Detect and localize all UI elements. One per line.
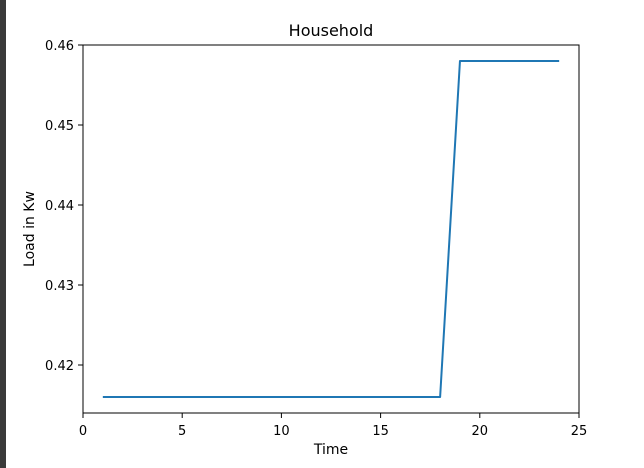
chart-title: Household — [289, 21, 374, 40]
x-tick-label: 20 — [472, 424, 489, 439]
y-tick-label: 0.42 — [45, 359, 74, 374]
x-tick-label: 15 — [372, 424, 389, 439]
x-tick-label: 25 — [571, 424, 588, 439]
x-axis-ticks: 0 5 10 15 20 25 — [79, 413, 587, 439]
x-axis-label: Time — [313, 442, 348, 458]
y-tick-label: 0.43 — [45, 279, 74, 294]
x-tick-label: 10 — [273, 424, 290, 439]
x-tick-label: 5 — [178, 424, 186, 439]
window-edge — [0, 0, 6, 468]
series-line — [102, 60, 560, 398]
y-tick-label: 0.44 — [45, 199, 74, 214]
y-tick-label: 0.46 — [45, 39, 74, 54]
x-tick-label: 0 — [79, 424, 87, 439]
y-axis-ticks: 0.42 0.43 0.44 0.45 0.46 — [45, 39, 83, 374]
plot-area-frame — [82, 44, 580, 414]
y-tick-label: 0.45 — [45, 119, 74, 134]
y-axis-label: Load in Kw — [22, 191, 38, 267]
series-layer — [102, 60, 560, 398]
